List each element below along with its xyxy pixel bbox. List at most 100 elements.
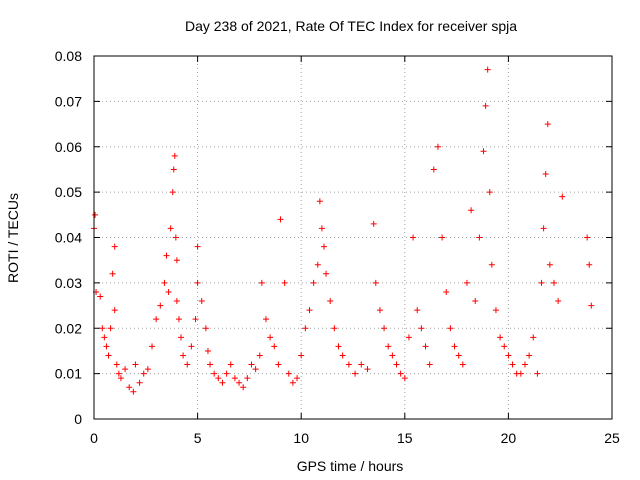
data-point — [410, 234, 417, 241]
plot-frame — [93, 55, 613, 420]
data-point — [130, 388, 137, 395]
data-point — [132, 361, 139, 368]
x-axis-label: GPS time / hours — [297, 458, 404, 474]
data-point — [463, 279, 470, 286]
data-point — [488, 261, 495, 268]
data-point — [501, 343, 508, 350]
y-tick-label: 0.08 — [55, 48, 82, 64]
data-point — [298, 352, 305, 359]
data-point — [194, 279, 201, 286]
data-point — [358, 361, 365, 368]
data-point — [323, 270, 330, 277]
data-point — [521, 361, 528, 368]
data-point — [111, 243, 118, 250]
data-point — [314, 261, 321, 268]
data-point — [103, 343, 110, 350]
y-tick-label: 0.07 — [55, 93, 82, 109]
data-point — [277, 216, 284, 223]
y-tick-label: 0.02 — [55, 320, 82, 336]
data-point — [122, 366, 129, 373]
data-point — [509, 361, 516, 368]
data-point — [126, 384, 133, 391]
data-point — [294, 375, 301, 382]
y-tick-label: 0.01 — [55, 366, 82, 382]
data-point — [393, 361, 400, 368]
data-point — [248, 361, 255, 368]
data-point — [219, 379, 226, 386]
data-point — [486, 189, 493, 196]
data-point — [426, 361, 433, 368]
data-point — [215, 375, 222, 382]
data-point — [223, 370, 230, 377]
y-tick-label: 0.06 — [55, 139, 82, 155]
data-point — [451, 343, 458, 350]
data-point — [434, 143, 441, 150]
data-point — [459, 361, 466, 368]
data-point — [105, 352, 112, 359]
data-point — [414, 307, 421, 314]
data-point — [175, 316, 182, 323]
data-point — [468, 207, 475, 214]
data-point — [455, 352, 462, 359]
data-point — [327, 298, 334, 305]
data-point — [555, 298, 562, 305]
data-point — [92, 211, 99, 218]
data-point — [376, 307, 383, 314]
data-point — [559, 193, 566, 200]
data-point — [165, 288, 172, 295]
y-axis-label: ROTI / TECUs — [5, 193, 21, 283]
data-point — [472, 298, 479, 305]
data-point — [544, 121, 551, 128]
data-point — [113, 361, 120, 368]
data-point — [258, 279, 265, 286]
data-point — [526, 352, 533, 359]
data-point — [97, 293, 104, 300]
data-point — [170, 166, 177, 173]
data-point — [430, 166, 437, 173]
data-point — [310, 279, 317, 286]
data-point — [389, 352, 396, 359]
data-point — [542, 170, 549, 177]
data-point — [588, 302, 595, 309]
data-point — [476, 234, 483, 241]
data-point — [422, 343, 429, 350]
y-tick-label: 0.04 — [55, 230, 82, 246]
data-point — [370, 220, 377, 227]
y-tick-label: 0.03 — [55, 275, 82, 291]
data-point — [397, 370, 404, 377]
data-point — [271, 343, 278, 350]
axis-ticks: 0 5 10 15 20 25 0 0.01 0.02 0.03 0.04 0.05 0.06 0.07 0… — [55, 48, 620, 446]
data-point — [207, 361, 214, 368]
data-point — [115, 370, 122, 377]
data-point — [584, 234, 591, 241]
data-point — [447, 325, 454, 332]
data-point — [173, 257, 180, 264]
data-point — [335, 343, 342, 350]
data-point — [169, 189, 176, 196]
data-point — [194, 243, 201, 250]
data-point — [256, 352, 263, 359]
data-point — [198, 298, 205, 305]
data-point — [302, 325, 309, 332]
data-point — [546, 261, 553, 268]
data-point — [439, 234, 446, 241]
data-point — [331, 325, 338, 332]
data-point — [316, 198, 323, 205]
data-point — [117, 375, 124, 382]
data-point — [381, 325, 388, 332]
data-point — [497, 334, 504, 341]
data-point — [211, 370, 218, 377]
y-tick-label: 0.05 — [55, 184, 82, 200]
data-point — [109, 270, 116, 277]
chart-title: Day 238 of 2021, Rate Of TEC Index for r… — [185, 18, 517, 34]
data-point — [492, 307, 499, 314]
data-point — [140, 370, 147, 377]
data-point — [161, 279, 168, 286]
data-point — [188, 343, 195, 350]
data-point — [111, 307, 118, 314]
data-point — [405, 334, 412, 341]
data-point — [318, 225, 325, 232]
data-point — [173, 298, 180, 305]
data-point — [534, 370, 541, 377]
